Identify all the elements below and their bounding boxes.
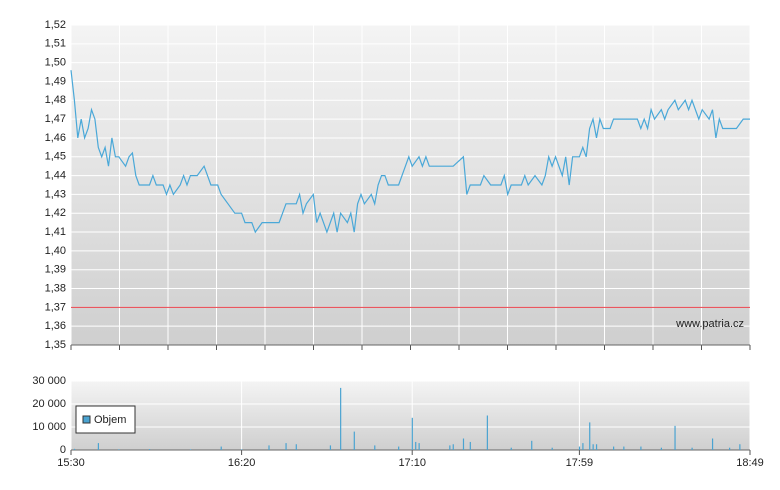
volume-panel — [71, 381, 750, 450]
y-tick-label: 1,51 — [45, 38, 66, 50]
legend-label: Objem — [94, 414, 126, 426]
y-tick-label: 1,35 — [45, 339, 66, 351]
volume-bar — [462, 438, 465, 450]
volume-bar — [739, 444, 741, 450]
x-tick-label: 17:59 — [566, 457, 594, 469]
x-tick-label: 16:20 — [228, 457, 256, 469]
volume-bar — [285, 443, 287, 450]
volume-bar — [711, 438, 714, 450]
volume-bar — [660, 447, 662, 450]
volume-bar — [592, 444, 594, 450]
legend-swatch — [82, 415, 91, 424]
volume-bar — [189, 449, 192, 450]
y-tick-label: 1,52 — [45, 19, 66, 31]
volume-bar — [674, 425, 676, 450]
y-tick-label: 1,39 — [45, 264, 66, 276]
y-tick-label: 1,40 — [45, 245, 66, 257]
y-tick-label: 1,42 — [45, 207, 66, 219]
volume-bar — [578, 446, 581, 450]
volume-bar — [640, 446, 642, 450]
y-tick-label: 1,44 — [45, 169, 66, 181]
watermark: www.patria.cz — [675, 318, 744, 330]
volume-bar — [340, 387, 342, 450]
volume-bar — [329, 445, 332, 450]
volume-bar — [295, 444, 297, 450]
volume-bar — [589, 422, 591, 450]
y-tick-label: 1,41 — [45, 226, 66, 238]
volume-bar — [449, 445, 451, 450]
volume-bar — [582, 443, 584, 450]
volume-bar — [118, 449, 120, 450]
price-line — [70, 70, 750, 234]
volume-bar — [148, 449, 151, 450]
y-tick-label: 1,43 — [45, 188, 66, 200]
y-tick-label: 30 000 — [32, 375, 66, 387]
y-tick-label: 10 000 — [32, 421, 66, 433]
volume-bar — [418, 443, 420, 450]
volume-bar — [613, 446, 615, 450]
x-tick-label: 18:49 — [736, 457, 764, 469]
volume-bar — [469, 441, 471, 450]
volume-bar — [97, 443, 99, 450]
volume-bar — [531, 440, 533, 450]
volume-bar — [353, 431, 355, 450]
volume-bar — [510, 447, 512, 450]
volume-bar — [729, 447, 731, 450]
volume-bar — [241, 449, 243, 450]
y-tick-label: 1,48 — [45, 94, 66, 106]
x-tick-label: 17:10 — [398, 457, 426, 469]
volume-bar — [411, 417, 413, 450]
volume-bar — [374, 445, 376, 450]
vertical-grid — [70, 25, 751, 350]
y-tick-label: 1,50 — [45, 57, 66, 69]
volume-bar — [268, 445, 270, 450]
volume-bar — [220, 446, 222, 450]
x-tick-label: 15:30 — [57, 457, 85, 469]
y-tick-label: 1,45 — [45, 151, 66, 163]
volume-bar — [415, 441, 417, 450]
y-tick-label: 1,46 — [45, 132, 66, 144]
volume-bar — [452, 444, 454, 450]
volume-bar — [691, 447, 693, 450]
y-tick-label: 0 — [60, 444, 66, 456]
volume-bar — [398, 446, 400, 450]
y-tick-label: 1,47 — [45, 113, 66, 125]
y-tick-label: 20 000 — [32, 398, 66, 410]
volume-bar — [73, 448, 76, 450]
y-tick-label: 1,49 — [45, 75, 66, 87]
volume-bar — [551, 447, 553, 450]
y-tick-label: 1,36 — [45, 320, 66, 332]
volume-bar — [623, 446, 625, 450]
volume-bar — [486, 415, 488, 450]
volume-bar — [595, 444, 598, 450]
y-tick-label: 1,38 — [45, 282, 66, 294]
y-tick-label: 1,37 — [45, 301, 66, 313]
